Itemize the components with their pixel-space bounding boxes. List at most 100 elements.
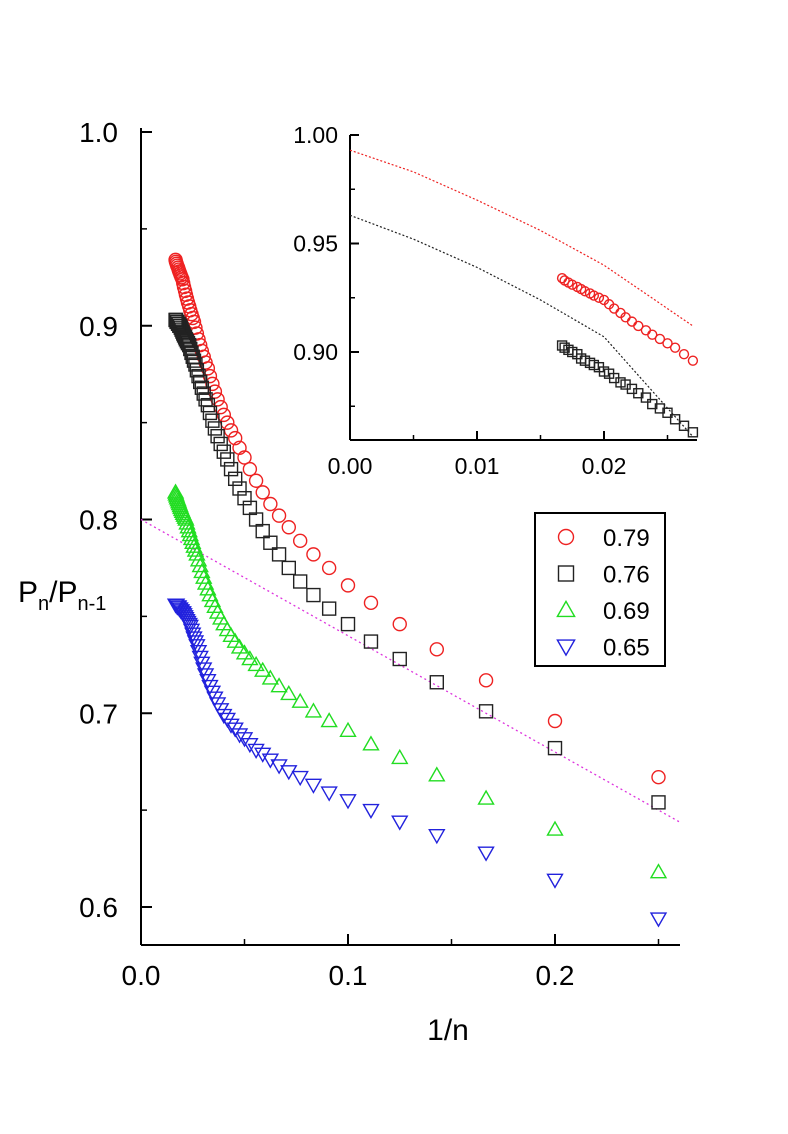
y-title-base2: P <box>57 576 77 609</box>
inset-data-point <box>556 273 568 284</box>
data-point <box>428 829 446 845</box>
data-point <box>218 712 237 728</box>
data-point <box>649 912 668 928</box>
data-point <box>320 786 338 802</box>
data-point <box>340 578 356 593</box>
data-point <box>189 644 208 661</box>
series-0.79 <box>168 252 666 785</box>
inset-x-tick-label: 0.00 <box>328 453 373 479</box>
data-point <box>477 846 495 862</box>
legend-entries: 0.79 0.76 0.69 0.65 <box>556 525 650 662</box>
series-0.65 <box>166 598 668 928</box>
data-point <box>270 759 288 775</box>
data-point <box>391 815 409 831</box>
data-point <box>281 560 296 576</box>
data-point <box>205 376 220 392</box>
inset-data-point <box>640 392 652 403</box>
legend: 0.79 0.76 0.69 0.65 <box>534 512 666 667</box>
data-point <box>237 490 252 506</box>
inset-data-point <box>687 355 699 366</box>
data-point <box>186 353 202 368</box>
data-point <box>216 444 232 459</box>
main-plot: 0.60.70.80.91.00.0 0.1 0.2 1/n Pn/Pn-1 <box>18 117 680 1047</box>
data-point <box>178 514 196 530</box>
data-point <box>339 721 357 737</box>
data-point <box>651 795 666 810</box>
data-point <box>477 789 495 805</box>
data-point <box>321 601 337 616</box>
legend-entry: 0.69 <box>556 598 650 625</box>
data-point <box>248 473 264 488</box>
data-point <box>170 316 186 332</box>
y-title-base1: P <box>18 576 38 609</box>
legend-marker <box>556 599 576 618</box>
y-title-sub2: n-1 <box>78 593 107 615</box>
data-point <box>201 586 219 602</box>
inset-data-point <box>640 325 652 336</box>
inset-data-point <box>579 286 591 297</box>
data-point <box>193 562 211 579</box>
y-tick-label: 1.0 <box>79 117 118 148</box>
data-point <box>270 677 288 693</box>
data-point <box>247 655 265 672</box>
data-point <box>226 632 244 648</box>
data-point <box>546 820 564 836</box>
inset-y-tick-label: 0.95 <box>293 231 338 257</box>
inset-data-point <box>678 348 690 360</box>
data-point <box>306 587 321 603</box>
data-point <box>291 770 309 787</box>
y-tick-label: 0.8 <box>79 505 118 536</box>
data-point <box>195 568 213 584</box>
data-point <box>242 461 258 477</box>
data-point <box>391 748 409 765</box>
y-title-slash: / <box>49 576 58 609</box>
data-point <box>168 252 183 268</box>
data-point <box>242 500 258 516</box>
data-point <box>191 650 209 666</box>
data-point <box>547 740 563 756</box>
inset-data-point <box>662 407 673 418</box>
data-point <box>203 685 222 701</box>
data-point <box>191 557 209 573</box>
data-point <box>195 662 213 678</box>
data-point <box>206 691 224 707</box>
legend-entry: 0.65 <box>556 635 650 662</box>
legend-label: 0.69 <box>603 598 650 625</box>
data-point <box>428 766 446 782</box>
data-point <box>210 428 225 444</box>
y-tick-label: 0.6 <box>79 892 118 923</box>
data-point <box>220 415 235 430</box>
data-point <box>280 684 298 701</box>
y-tick-label: 0.7 <box>79 698 118 729</box>
legend-marker <box>557 528 575 546</box>
data-point <box>546 873 564 889</box>
inset-series-0 <box>556 273 699 366</box>
inset-data-marks <box>556 273 699 438</box>
y-title-sub1: n <box>38 593 49 615</box>
data-point <box>206 597 224 613</box>
data-point <box>223 423 239 438</box>
y-tick-label: 0.9 <box>79 311 118 342</box>
inset-fit-line <box>349 214 694 438</box>
data-point <box>180 522 198 538</box>
data-point <box>199 674 217 690</box>
legend-box <box>534 512 666 667</box>
x-axis-title: 1/n <box>427 1014 469 1047</box>
data-point <box>392 616 407 632</box>
data-point <box>271 508 287 523</box>
data-point <box>227 430 243 446</box>
legend-label: 0.79 <box>603 525 650 552</box>
data-point <box>235 644 254 660</box>
data-point <box>184 533 202 550</box>
inset-data-point <box>647 329 658 340</box>
data-point <box>188 357 203 372</box>
x-tick-label: 0.2 <box>536 960 575 991</box>
inset-data-point <box>626 316 638 327</box>
data-point <box>205 413 220 428</box>
data-point <box>291 692 309 708</box>
series-0.69 <box>166 483 668 879</box>
data-point <box>185 537 203 553</box>
data-point <box>478 704 494 719</box>
data-point <box>363 634 379 649</box>
